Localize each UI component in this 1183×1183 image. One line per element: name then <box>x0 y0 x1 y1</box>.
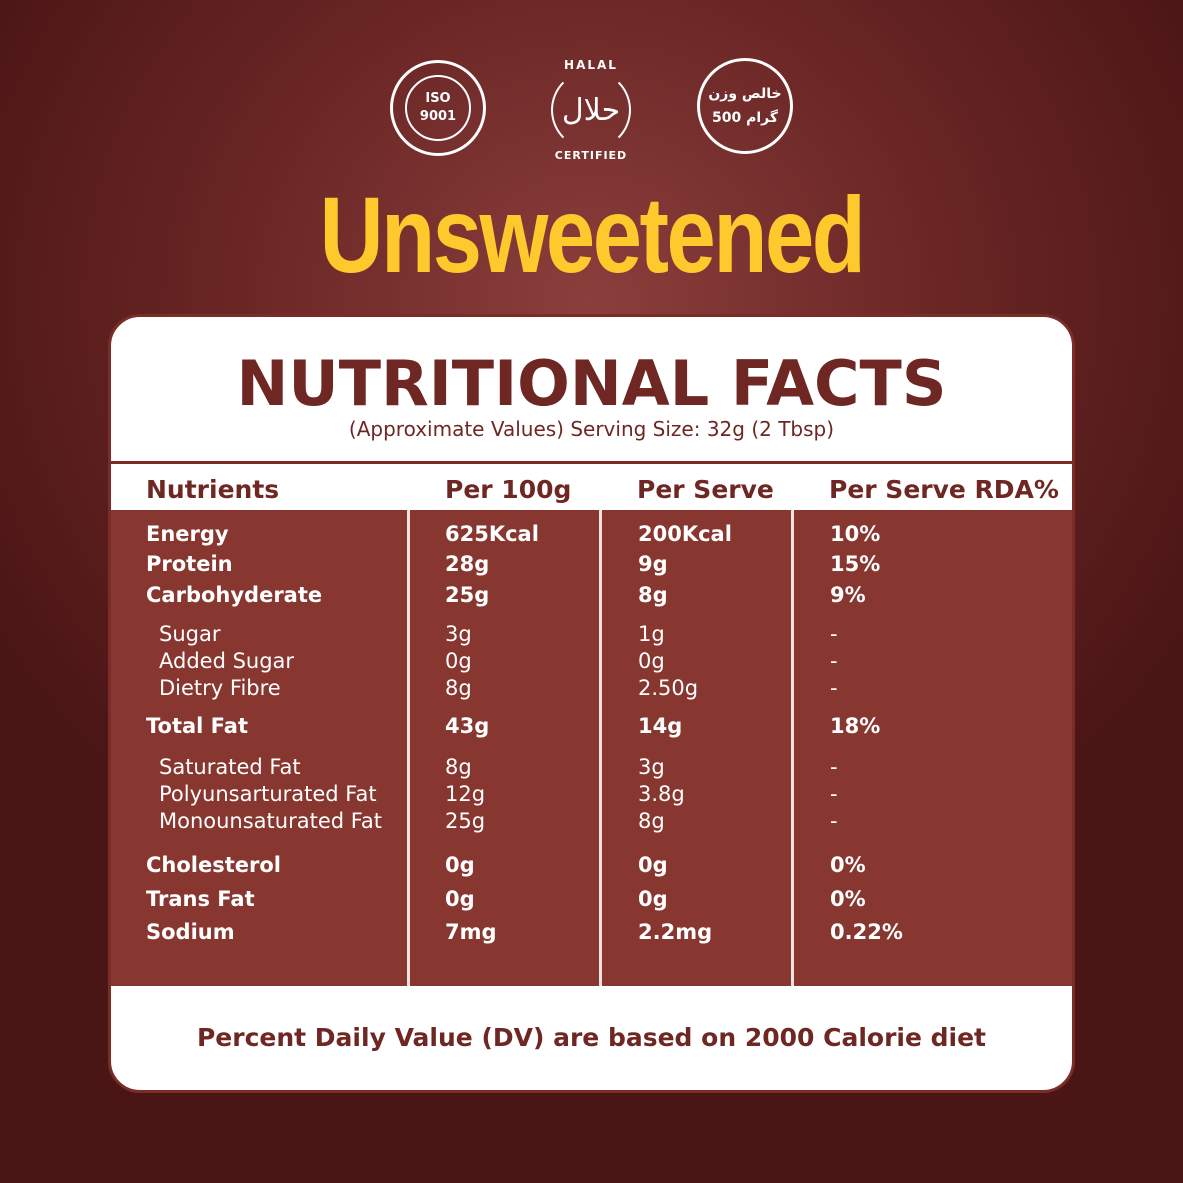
row-per100: 43g <box>445 714 490 738</box>
row-per100: 0g <box>445 853 475 877</box>
row-per100: 28g <box>445 552 490 576</box>
row-name: Sugar <box>159 622 221 646</box>
row-serve: 9g <box>638 552 668 576</box>
iso-label: ISO <box>425 91 451 106</box>
header-nutrients: Nutrients <box>146 475 280 504</box>
net-weight-label: خالص وزن <box>708 86 782 102</box>
row-name: Saturated Fat <box>159 755 301 779</box>
card-title: NUTRITIONAL FACTS <box>236 347 947 420</box>
row-serve: 14g <box>638 714 683 738</box>
row-per100: 25g <box>445 809 486 833</box>
product-title: Unsweetened <box>319 174 866 295</box>
footer-note: Percent Daily Value (DV) are based on 20… <box>196 1023 987 1052</box>
net-weight-badge: خالص وزن 500 گرام <box>697 58 793 154</box>
row-serve: 0g <box>638 853 668 877</box>
row-name: Total Fat <box>146 714 249 738</box>
halal-top-text: HALAL <box>564 58 618 72</box>
row-rda: - <box>830 649 838 673</box>
column-divider <box>791 510 794 986</box>
net-weight-value: 500 گرام <box>711 110 779 126</box>
row-rda: 18% <box>830 714 881 738</box>
row-serve: 8g <box>638 809 665 833</box>
row-serve: 8g <box>638 583 668 607</box>
halal-certified-badge: HALAL حلال CERTIFIED <box>543 58 639 162</box>
card-subtitle: (Approximate Values) Serving Size: 32g (… <box>348 417 835 441</box>
halal-ring-icon <box>551 70 631 150</box>
row-rda: 0.22% <box>830 920 903 944</box>
header-per-100g: Per 100g <box>445 475 572 504</box>
row-name: Polyunsarturated Fat <box>159 782 377 806</box>
row-name: Protein <box>146 552 233 576</box>
row-serve: 0g <box>638 649 665 673</box>
row-serve: 0g <box>638 887 668 911</box>
row-name: Sodium <box>146 920 235 944</box>
row-rda: - <box>830 622 838 646</box>
row-serve: 1g <box>638 622 665 646</box>
iso-number: 9001 <box>419 109 457 124</box>
row-per100: 25g <box>445 583 490 607</box>
row-name: Monounsaturated Fat <box>159 809 383 833</box>
row-serve: 2.2mg <box>638 920 713 944</box>
row-name: Trans Fat <box>146 887 255 911</box>
row-per100: 0g <box>445 887 475 911</box>
column-divider <box>599 510 602 986</box>
row-rda: 0% <box>830 853 866 877</box>
row-per100: 625Kcal <box>445 522 539 546</box>
row-name: Energy <box>146 522 229 546</box>
row-serve: 3g <box>638 755 665 779</box>
row-per100: 8g <box>445 676 472 700</box>
halal-bottom-text: CERTIFIED <box>554 149 628 162</box>
column-divider <box>407 510 410 986</box>
row-name: Added Sugar <box>159 649 295 673</box>
row-serve: 200Kcal <box>638 522 732 546</box>
row-name: Carbohyderate <box>146 583 323 607</box>
divider <box>111 461 1072 464</box>
header-rda: Per Serve RDA% <box>829 475 1059 504</box>
row-rda: - <box>830 809 838 833</box>
nutrition-card: NUTRITIONAL FACTS (Approximate Values) S… <box>108 314 1075 1093</box>
iso-9001-badge: ISO 9001 <box>390 60 486 156</box>
row-rda: 0% <box>830 887 866 911</box>
row-name: Cholesterol <box>146 853 281 877</box>
row-name: Dietry Fibre <box>159 676 281 700</box>
row-per100: 0g <box>445 649 472 673</box>
row-serve: 3.8g <box>638 782 685 806</box>
row-rda: 15% <box>830 552 881 576</box>
row-per100: 3g <box>445 622 472 646</box>
row-rda: - <box>830 755 838 779</box>
row-per100: 7mg <box>445 920 497 944</box>
nutrition-table-body: Energy 625Kcal 200Kcal 10% Protein 28g 9g 15% Ca… <box>111 510 1072 986</box>
row-per100: 8g <box>445 755 472 779</box>
row-rda: 9% <box>830 583 866 607</box>
row-serve: 2.50g <box>638 676 699 700</box>
row-rda: 10% <box>830 522 881 546</box>
row-rda: - <box>830 676 838 700</box>
row-per100: 12g <box>445 782 486 806</box>
header-per-serve: Per Serve <box>637 475 774 504</box>
row-rda: - <box>830 782 838 806</box>
